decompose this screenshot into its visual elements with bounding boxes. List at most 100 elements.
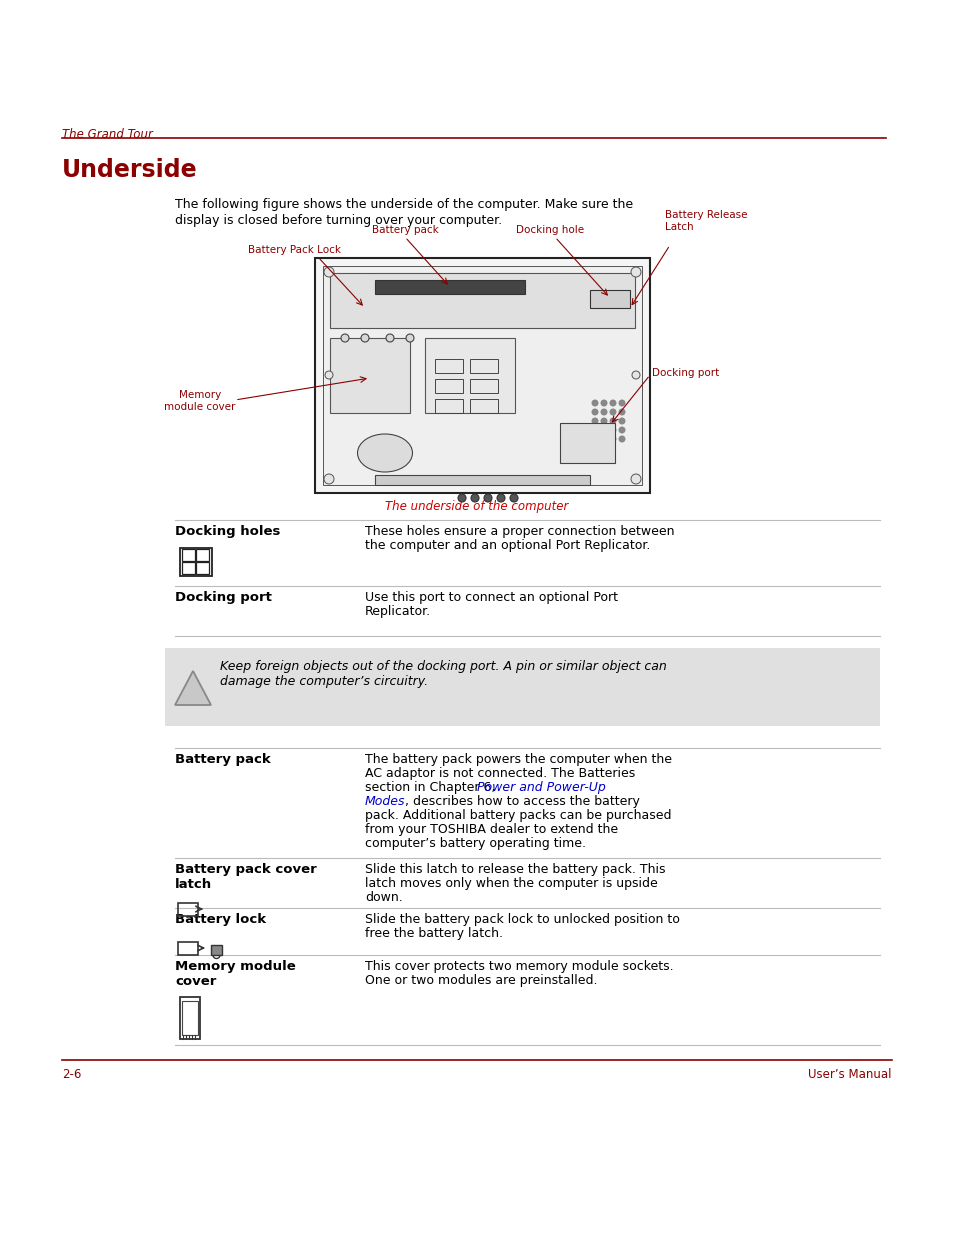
Bar [435,359,462,373]
Text: The underside of the computer: The underside of the computer [385,500,568,513]
Bar [211,945,222,955]
Text: Battery Pack Lock: Battery Pack Lock [248,245,341,254]
Text: down.: down. [365,890,402,904]
Text: Power and Power-Up: Power and Power-Up [476,781,605,794]
Circle shape [599,399,607,406]
Text: The battery pack powers the computer when the: The battery pack powers the computer whe… [365,753,671,766]
Circle shape [340,333,349,342]
Text: Battery pack: Battery pack [372,225,438,235]
Text: AC adaptor is not connected. The Batteries: AC adaptor is not connected. The Batteri… [365,767,635,781]
Bar [323,266,641,485]
Bar [435,379,462,393]
Circle shape [609,436,616,442]
Circle shape [324,474,334,484]
Bar [424,338,515,412]
Text: Docking hole: Docking hole [516,225,583,235]
Circle shape [618,436,625,442]
Bar [375,475,589,485]
Text: from your TOSHIBA dealer to extend the: from your TOSHIBA dealer to extend the [365,823,618,836]
Text: Battery pack cover: Battery pack cover [174,863,316,876]
Circle shape [609,409,616,415]
Bar [165,648,879,726]
Bar [589,290,629,308]
Bar [435,399,462,412]
Bar [470,399,497,412]
Text: Slide the battery pack lock to unlocked position to: Slide the battery pack lock to unlocked … [365,913,679,926]
Text: Replicator.: Replicator. [365,605,431,618]
Circle shape [609,417,616,425]
Text: 2-6: 2-6 [62,1068,81,1081]
Circle shape [630,474,640,484]
Text: These holes ensure a proper connection between: These holes ensure a proper connection b… [365,525,674,538]
Text: Modes: Modes [365,795,405,808]
Bar [195,562,209,574]
Bar [470,379,497,393]
Text: Memory
module cover: Memory module cover [164,390,235,411]
Text: Docking holes: Docking holes [174,525,280,538]
Ellipse shape [357,433,412,472]
Circle shape [471,494,478,501]
Bar [182,550,194,561]
Circle shape [497,494,504,501]
Circle shape [591,399,598,406]
Text: section in Chapter 6,: section in Chapter 6, [365,781,498,794]
Text: Battery lock: Battery lock [174,913,266,926]
Bar [180,997,200,1039]
Text: pack. Additional battery packs can be purchased: pack. Additional battery packs can be pu… [365,809,671,823]
Circle shape [618,399,625,406]
Text: !: ! [190,684,195,699]
Circle shape [599,409,607,415]
Circle shape [591,436,598,442]
Bar [178,903,198,916]
Bar [182,562,194,574]
Circle shape [360,333,369,342]
Circle shape [618,426,625,433]
Bar [330,273,635,329]
Text: computer’s battery operating time.: computer’s battery operating time. [365,837,585,850]
Text: Battery pack: Battery pack [174,753,271,766]
Text: This cover protects two memory module sockets.: This cover protects two memory module so… [365,960,673,973]
Text: The following figure shows the underside of the computer. Make sure the: The following figure shows the underside… [174,198,633,211]
Circle shape [609,399,616,406]
Text: damage the computer’s circuitry.: damage the computer’s circuitry. [220,676,428,688]
Circle shape [591,417,598,425]
Bar [182,1002,198,1035]
Text: Underside: Underside [62,158,197,182]
Bar [180,548,212,576]
Bar [330,338,410,412]
Bar [470,359,497,373]
Text: cover: cover [174,974,216,988]
Circle shape [591,409,598,415]
Text: Battery Release
Latch: Battery Release Latch [664,210,747,232]
Text: latch moves only when the computer is upside: latch moves only when the computer is up… [365,877,657,890]
Text: Docking port: Docking port [174,592,272,604]
Text: The Grand Tour: The Grand Tour [62,128,152,141]
Text: free the battery latch.: free the battery latch. [365,927,502,940]
Text: the computer and an optional Port Replicator.: the computer and an optional Port Replic… [365,538,650,552]
Circle shape [630,267,640,277]
Circle shape [483,494,492,501]
Bar [375,280,524,294]
Circle shape [591,426,598,433]
Circle shape [386,333,394,342]
Text: latch: latch [174,878,212,890]
Text: Keep foreign objects out of the docking port. A pin or similar object can: Keep foreign objects out of the docking … [220,659,666,673]
Polygon shape [174,671,211,705]
Bar [314,258,649,493]
Bar [559,424,615,463]
Circle shape [609,426,616,433]
Circle shape [618,417,625,425]
Text: Memory module: Memory module [174,960,295,973]
Circle shape [599,426,607,433]
Text: Use this port to connect an optional Port: Use this port to connect an optional Por… [365,592,618,604]
Circle shape [510,494,517,501]
Text: Slide this latch to release the battery pack. This: Slide this latch to release the battery … [365,863,665,876]
Circle shape [325,370,333,379]
Circle shape [599,417,607,425]
Circle shape [406,333,414,342]
Bar [178,942,198,955]
Circle shape [599,436,607,442]
Circle shape [457,494,465,501]
Text: One or two modules are preinstalled.: One or two modules are preinstalled. [365,974,597,987]
Text: display is closed before turning over your computer.: display is closed before turning over yo… [174,214,501,227]
